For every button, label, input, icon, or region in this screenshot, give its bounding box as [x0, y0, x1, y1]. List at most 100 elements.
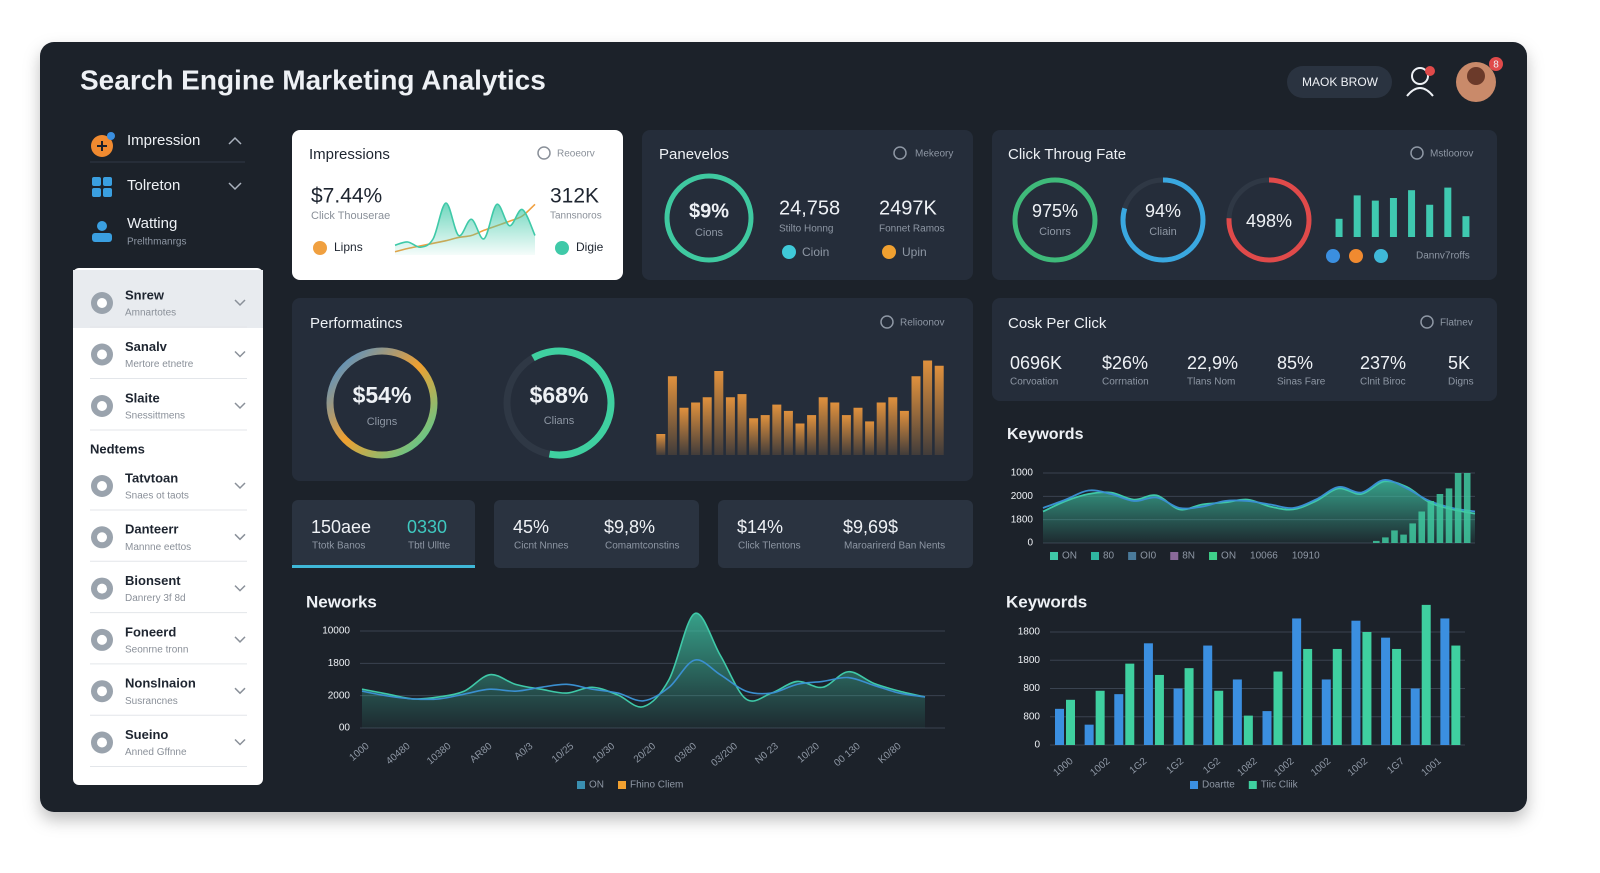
ring-value: $9%	[689, 200, 729, 222]
nav-item: Slaite	[125, 390, 160, 405]
person-icon	[97, 221, 107, 231]
bar	[1392, 648, 1402, 745]
bar	[1436, 494, 1444, 543]
nav-item: Snrew	[125, 287, 165, 302]
dot	[1326, 249, 1340, 263]
nav-item-sub: Anned Gffnne	[125, 747, 187, 758]
stat-value: $14%	[737, 517, 783, 537]
bar	[899, 410, 909, 455]
bar	[1400, 534, 1407, 543]
stat-value: $9,8%	[604, 517, 655, 537]
user-icon[interactable]	[1411, 67, 1429, 85]
bar	[1410, 688, 1420, 745]
header-button-label[interactable]: MAOK BROW	[1302, 75, 1379, 89]
line	[361, 659, 926, 702]
bar	[1143, 643, 1153, 745]
bar	[1418, 511, 1426, 543]
icon-dot	[107, 132, 115, 140]
item-icon-inner	[97, 298, 107, 308]
bar	[1462, 216, 1470, 237]
card-badge[interactable]: Mekeory	[915, 149, 953, 160]
item-icon-inner	[97, 583, 107, 594]
nav-label: Impression	[127, 132, 200, 149]
bar	[1421, 604, 1431, 745]
chevron[interactable]	[234, 636, 246, 643]
metric-label: Fonnet Ramos	[879, 224, 945, 235]
legend-dot	[782, 245, 796, 259]
chevron[interactable]	[234, 687, 246, 695]
chart-title: Keywords	[1007, 426, 1084, 443]
chevron[interactable]	[228, 136, 242, 145]
chevron[interactable]	[234, 482, 246, 490]
ring-label: Cliain	[1149, 226, 1177, 238]
bar	[1095, 690, 1105, 745]
chevron[interactable]	[234, 585, 246, 592]
legend-label: ON	[1062, 551, 1077, 562]
ring-value: $54%	[353, 382, 412, 408]
bar	[1292, 618, 1302, 745]
card-badge[interactable]: Relioonov	[900, 318, 944, 329]
metric-value: 85%	[1277, 353, 1313, 373]
chevron[interactable]	[228, 182, 242, 191]
bar	[1114, 694, 1124, 745]
legend-swatch	[1050, 552, 1058, 560]
bar	[1262, 711, 1272, 745]
chevron[interactable]	[234, 533, 246, 541]
stat-value: 0330	[407, 517, 447, 537]
notification-dot	[1425, 66, 1435, 76]
metric-label: Corrnation	[1102, 377, 1149, 388]
metric-value: 237%	[1360, 353, 1406, 373]
metric-label: Digns	[1448, 377, 1474, 388]
card	[992, 298, 1497, 401]
chevron[interactable]	[234, 350, 246, 358]
bar	[934, 365, 944, 455]
nav-item-sub: Danrery 3f 8d	[125, 593, 186, 604]
metric-value: 2497K	[879, 197, 937, 219]
chevron[interactable]	[234, 299, 246, 307]
y-tick-label: 1800	[1018, 655, 1041, 666]
legend-dot	[555, 241, 569, 255]
nav-item-sub: Snaes ot taots	[125, 491, 189, 502]
card-badge[interactable]: Reoeorv	[557, 149, 595, 160]
ring-label: Cionrs	[1039, 226, 1071, 238]
bar	[1055, 708, 1064, 745]
legend-label: 8N	[1182, 551, 1195, 562]
bar	[1454, 473, 1462, 543]
nav-item: Tatvtoan	[125, 470, 178, 485]
chevron[interactable]	[234, 402, 246, 410]
nav-item-sub: Susrancnes	[125, 696, 178, 707]
item-icon-inner	[97, 686, 107, 697]
bar	[1408, 190, 1416, 237]
legend-label: Upin	[902, 245, 927, 259]
plus	[97, 141, 107, 151]
bar	[656, 434, 666, 455]
bar	[818, 397, 828, 455]
bar	[888, 397, 898, 455]
bar	[1451, 645, 1461, 745]
bar	[1362, 632, 1372, 745]
legend-dot	[882, 245, 896, 259]
card-title: Panevelos	[659, 146, 729, 163]
legend-label: Doartte	[1202, 780, 1235, 791]
avatar-badge-text: 8	[1493, 60, 1499, 71]
line	[1042, 479, 1476, 513]
bar	[876, 402, 886, 455]
bar	[1335, 218, 1343, 237]
bar	[737, 394, 747, 455]
chevron[interactable]	[234, 738, 246, 746]
card-badge[interactable]: Mstloorov	[1430, 149, 1473, 160]
bar	[795, 423, 805, 455]
card-badge[interactable]: Flatnev	[1440, 318, 1473, 329]
grid-icon	[92, 177, 112, 197]
legend-dot	[313, 241, 327, 255]
ring-label: Clians	[544, 415, 575, 427]
y-tick-label: 1800	[328, 658, 351, 669]
section-label: Nedtems	[90, 441, 145, 456]
legend-swatch	[1190, 781, 1198, 789]
header-button[interactable]	[1287, 66, 1392, 98]
ring-value: $68%	[530, 382, 589, 408]
ring	[1012, 177, 1098, 263]
legend-label: Cioin	[802, 245, 829, 259]
person-icon-body	[92, 233, 112, 242]
